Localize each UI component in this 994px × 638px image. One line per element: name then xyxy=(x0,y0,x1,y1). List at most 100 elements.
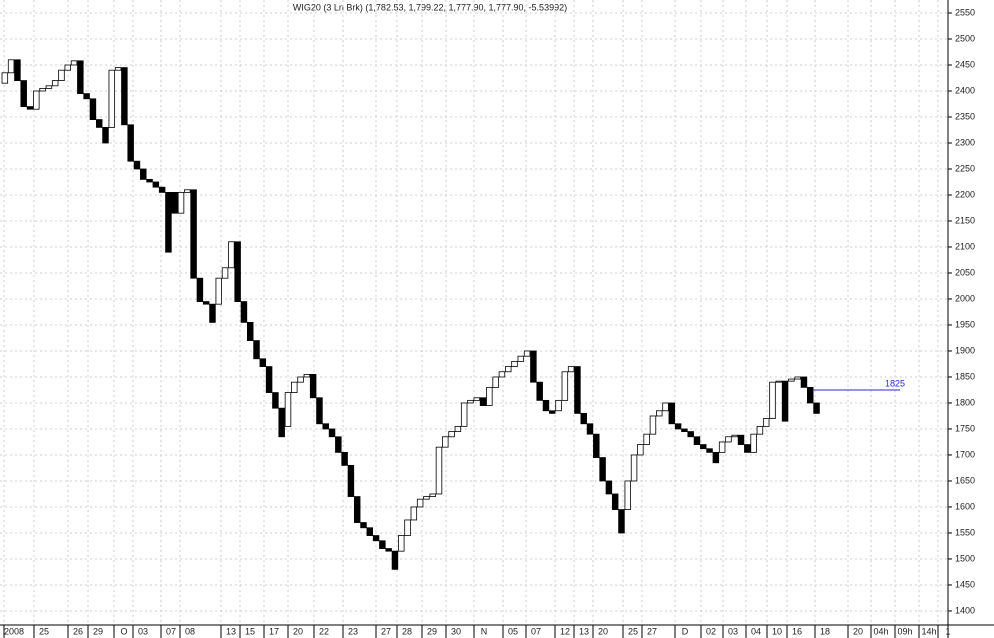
x-tick-label: 20 xyxy=(598,626,608,636)
brick-up xyxy=(637,444,644,456)
brick-up xyxy=(442,436,449,448)
x-tick-label: 03 xyxy=(728,626,738,636)
brick-down xyxy=(542,399,550,412)
brick-up xyxy=(454,425,462,432)
y-tick-label: 1450 xyxy=(955,579,975,589)
brick-down xyxy=(328,428,336,438)
x-tick-label: 10 xyxy=(772,626,782,636)
brick-down xyxy=(20,80,27,107)
brick-down xyxy=(618,509,625,534)
brick-down xyxy=(102,126,109,144)
brick-down xyxy=(800,376,808,388)
x-tick-label: O xyxy=(120,626,127,636)
brick-down xyxy=(322,423,329,430)
brick-down xyxy=(26,106,34,110)
brick-down xyxy=(278,407,285,438)
y-tick-label: 2100 xyxy=(955,241,975,251)
x-tick-label: 22 xyxy=(319,626,329,636)
brick-up xyxy=(656,410,663,417)
brick-up xyxy=(498,371,506,378)
x-tick-label: 09h xyxy=(897,626,912,636)
brick-down xyxy=(246,321,254,341)
brick-up xyxy=(39,87,46,92)
brick-down xyxy=(366,527,374,536)
brick-up xyxy=(511,360,518,367)
brick-down xyxy=(781,380,789,422)
brick-down xyxy=(706,448,713,453)
brick-up xyxy=(769,381,776,419)
x-tick-label: 27 xyxy=(381,626,391,636)
x-tick-label: 02 xyxy=(706,626,716,636)
x-tick-label: 04 xyxy=(751,626,761,636)
brick-down xyxy=(202,301,210,305)
brick-down xyxy=(611,493,619,510)
brick-down xyxy=(253,340,260,360)
brick-up xyxy=(517,355,525,362)
y-tick-label: 1550 xyxy=(955,527,975,537)
x-tick-label: 25 xyxy=(39,626,49,636)
brick-down xyxy=(165,191,172,253)
brick-up xyxy=(794,376,801,380)
brick-up xyxy=(756,425,764,435)
brick-up xyxy=(460,402,468,427)
brick-down xyxy=(265,366,273,393)
brick-down xyxy=(737,434,745,445)
brick-up xyxy=(184,189,191,193)
brick-up xyxy=(58,69,65,81)
brick-up xyxy=(643,433,650,445)
brick-down xyxy=(146,178,153,183)
x-tick-label: 16 xyxy=(792,626,802,636)
x-tick-label: 23 xyxy=(348,626,358,636)
x-tick-label: 25 xyxy=(628,626,638,636)
brick-down xyxy=(586,423,594,435)
brick-up xyxy=(284,392,292,427)
brick-down xyxy=(316,397,323,425)
x-tick-label: 12 xyxy=(560,626,570,636)
brick-down xyxy=(14,59,21,81)
brick-down xyxy=(674,423,682,430)
brick-down xyxy=(95,119,103,128)
brick-down xyxy=(687,431,694,438)
x-tick-label: D xyxy=(682,626,689,636)
brick-down xyxy=(479,397,487,406)
brick-down xyxy=(152,181,160,188)
brick-down xyxy=(360,522,367,529)
brick-down xyxy=(341,451,348,466)
brick-up xyxy=(649,415,657,435)
brick-down xyxy=(89,98,97,120)
brick-up xyxy=(448,431,455,438)
brick-up xyxy=(221,267,229,279)
y-tick-label: 2350 xyxy=(955,111,975,121)
brick-down xyxy=(196,277,204,302)
y-tick-label: 2150 xyxy=(955,215,975,225)
brick-down xyxy=(385,548,392,552)
brick-down xyxy=(259,358,267,367)
brick-down xyxy=(693,436,701,445)
brick-down xyxy=(171,191,178,214)
x-tick-label: 03 xyxy=(138,626,148,636)
x-tick-label: 27 xyxy=(647,626,657,636)
brick-down xyxy=(599,457,606,482)
brick-down xyxy=(605,480,613,495)
brick-down xyxy=(379,540,386,549)
brick-up xyxy=(423,496,430,500)
x-tick-label: 05 xyxy=(508,626,518,636)
brick-up xyxy=(51,80,59,87)
brick-down xyxy=(140,168,147,180)
brick-down xyxy=(158,186,166,193)
brick-down xyxy=(549,410,556,414)
y-tick-label: 2000 xyxy=(955,293,975,303)
brick-up xyxy=(467,399,474,404)
brick-up xyxy=(718,441,726,453)
brick-down xyxy=(309,373,317,399)
x-tick-label: 28 xyxy=(402,626,412,636)
brick-up xyxy=(473,397,480,401)
brick-down xyxy=(807,386,814,404)
x-tick-label: 2008 xyxy=(4,626,24,636)
y-tick-label: 1900 xyxy=(955,345,975,355)
brick-up xyxy=(215,277,223,305)
y-tick-label: 1750 xyxy=(955,423,975,433)
